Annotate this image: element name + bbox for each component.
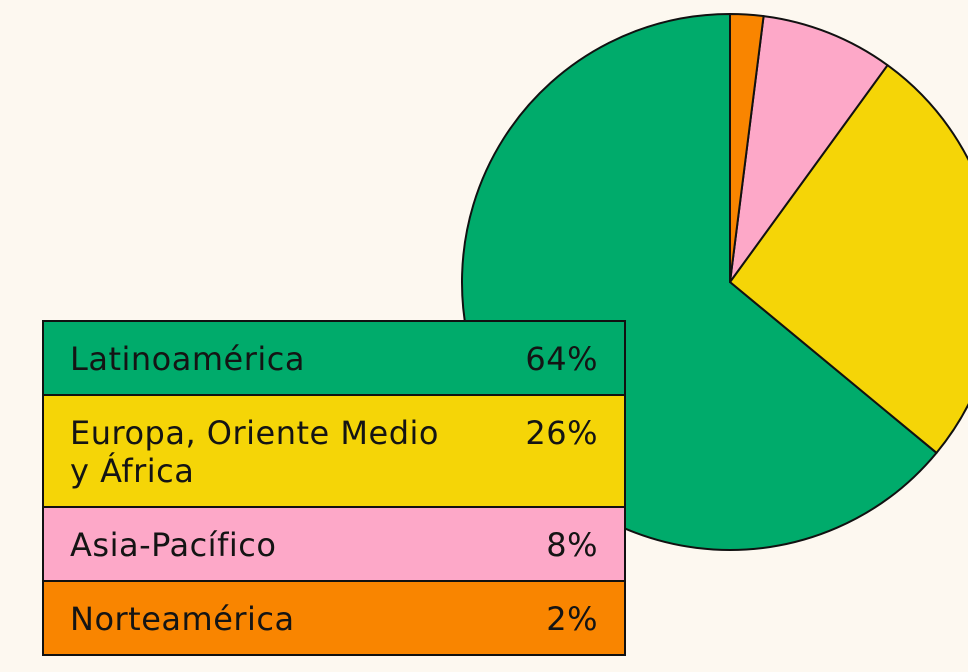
legend-row: Norteamérica 2% <box>44 582 624 656</box>
pie-slice <box>729 13 765 283</box>
legend: Latinoamérica 64% Europa, Oriente Medio y … <box>42 320 626 656</box>
legend-value: 2% <box>546 600 598 638</box>
legend-value: 64% <box>525 340 598 378</box>
legend-label: Norteamérica <box>70 600 295 638</box>
pie-slice <box>729 15 889 283</box>
legend-label: Asia-Pacífico <box>70 526 277 564</box>
pie-slice <box>729 64 968 454</box>
legend-label: Latinoamérica <box>70 340 305 378</box>
legend-value: 26% <box>525 414 598 452</box>
legend-label: Europa, Oriente Medio y África <box>70 414 439 490</box>
legend-row: Europa, Oriente Medio y África 26% <box>44 396 624 508</box>
legend-row: Latinoamérica 64% <box>44 322 624 396</box>
legend-row: Asia-Pacífico 8% <box>44 508 624 582</box>
legend-value: 8% <box>546 526 598 564</box>
